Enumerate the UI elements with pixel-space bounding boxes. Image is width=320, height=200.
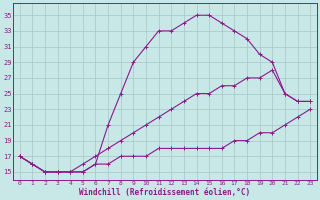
X-axis label: Windchill (Refroidissement éolien,°C): Windchill (Refroidissement éolien,°C) xyxy=(79,188,251,197)
